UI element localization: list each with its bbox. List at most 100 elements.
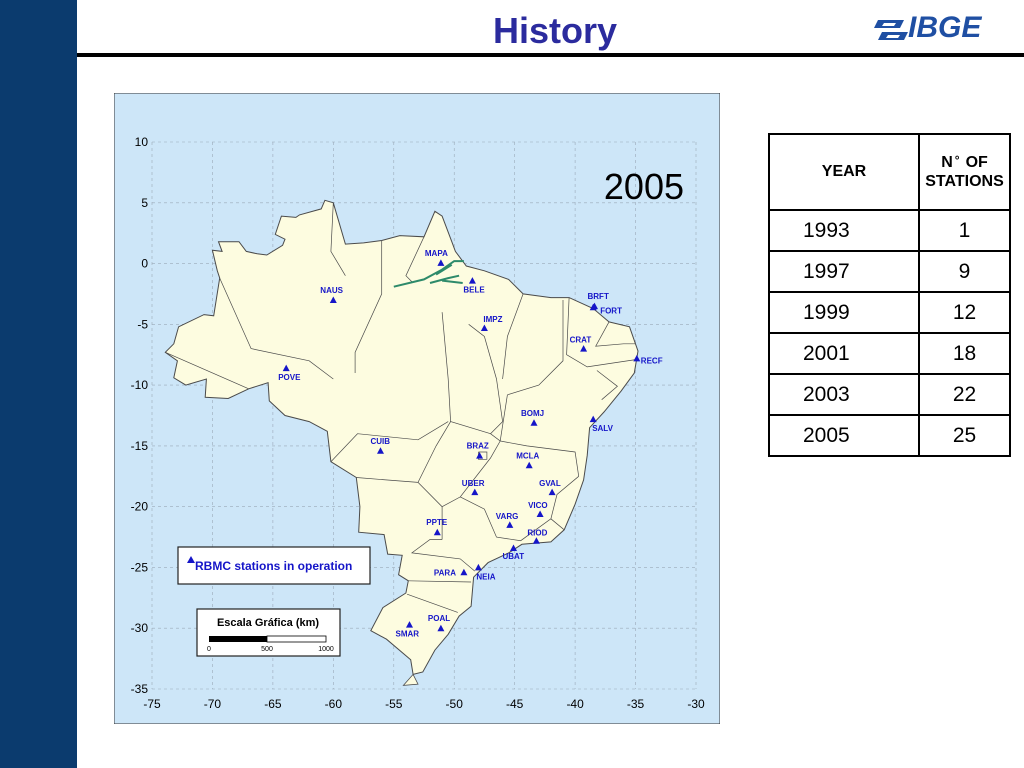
station-marker bbox=[580, 345, 588, 352]
state-border bbox=[468, 324, 503, 434]
station-marker bbox=[474, 563, 482, 571]
y-tick-label: -25 bbox=[131, 560, 149, 574]
station-label: UBAT bbox=[503, 552, 525, 561]
station-label: VICO bbox=[528, 501, 548, 510]
x-tick-label: -75 bbox=[143, 697, 161, 711]
station-label: RIOD bbox=[527, 529, 547, 538]
year-column-header: YEAR bbox=[768, 133, 920, 211]
station-marker bbox=[480, 324, 488, 331]
legend-label: RBMC stations in operation bbox=[195, 559, 352, 573]
station-marker bbox=[406, 621, 413, 628]
y-tick-label: -35 bbox=[131, 682, 149, 696]
station-label: SMAR bbox=[396, 630, 420, 639]
station-label: POAL bbox=[428, 614, 450, 623]
station-marker bbox=[476, 452, 484, 459]
station-label: NEIA bbox=[476, 572, 495, 581]
y-tick-label: 5 bbox=[141, 196, 148, 210]
station-label: FORT bbox=[600, 306, 622, 315]
amazon-rivers bbox=[393, 260, 464, 288]
count-cell: 9 bbox=[918, 250, 1011, 293]
station-label: PPTE bbox=[426, 518, 448, 527]
state-border bbox=[219, 277, 334, 380]
count-cell: 25 bbox=[918, 414, 1011, 457]
x-axis-ticks: -75 -70 -65 -60 -55 -50 -45 -40 -35 -30 bbox=[143, 697, 705, 711]
station-marker bbox=[589, 303, 597, 311]
scale-tick-500: 500 bbox=[261, 646, 273, 653]
header-stations: STATIONS bbox=[925, 173, 1004, 190]
scale-tick-1000: 1000 bbox=[318, 646, 334, 653]
station-marker bbox=[506, 521, 514, 528]
y-tick-label: -15 bbox=[131, 439, 149, 453]
station-label: BELE bbox=[463, 286, 485, 295]
state-border bbox=[441, 312, 451, 422]
state-border bbox=[405, 236, 425, 283]
station-markers: MAPA BELE NAUS BRFT FORT IMPZ CRAT RECF POVE BOMJ… bbox=[278, 249, 662, 639]
station-marker bbox=[525, 461, 533, 469]
station-marker bbox=[510, 544, 517, 551]
state-border bbox=[330, 202, 346, 276]
year-cell: 2005 bbox=[768, 414, 920, 457]
header-n: N bbox=[941, 154, 953, 171]
y-tick-label: 0 bbox=[141, 257, 148, 271]
left-sidebar-band bbox=[0, 0, 77, 768]
x-tick-label: -35 bbox=[627, 697, 645, 711]
river bbox=[441, 279, 463, 284]
state-border bbox=[406, 593, 458, 613]
state-border bbox=[408, 580, 472, 583]
station-marker bbox=[468, 277, 476, 284]
neighbor-land bbox=[402, 673, 419, 686]
x-tick-label: -60 bbox=[325, 697, 343, 711]
state-border bbox=[354, 240, 383, 373]
legend-triangle-icon bbox=[187, 556, 195, 563]
x-tick-label: -50 bbox=[446, 697, 464, 711]
year-cell: 1999 bbox=[768, 291, 920, 334]
y-tick-label: -10 bbox=[131, 378, 149, 392]
year-label: 2005 bbox=[604, 166, 684, 207]
logo-text: IBGE bbox=[908, 11, 982, 44]
x-tick-label: -40 bbox=[566, 697, 584, 711]
station-label: NAUS bbox=[320, 286, 343, 295]
state-border bbox=[356, 477, 443, 540]
y-axis-ticks: 10 5 0 -5 -10 -15 -20 -25 -30 -35 bbox=[131, 135, 149, 696]
state-border bbox=[596, 370, 618, 400]
station-label: SALV bbox=[592, 424, 613, 433]
river bbox=[435, 263, 453, 276]
x-tick-label: -45 bbox=[506, 697, 524, 711]
legend-box: RBMC stations in operation bbox=[177, 546, 371, 585]
table-row: 2005 25 bbox=[768, 414, 1011, 457]
count-cell: 1 bbox=[918, 209, 1011, 252]
y-tick-label: -30 bbox=[131, 621, 149, 635]
x-tick-label: -70 bbox=[204, 697, 222, 711]
y-tick-label: -20 bbox=[131, 500, 149, 514]
station-marker bbox=[329, 296, 337, 303]
year-cell: 2003 bbox=[768, 373, 920, 416]
table-row: 1999 12 bbox=[768, 291, 1011, 334]
ibge-logo-icon bbox=[874, 20, 908, 40]
year-cell: 2001 bbox=[768, 332, 920, 375]
header-of: OF bbox=[965, 154, 988, 171]
station-label: BRAZ bbox=[467, 442, 489, 451]
header-degree: ° bbox=[954, 153, 960, 167]
scale-tick-0: 0 bbox=[207, 646, 211, 653]
y-tick-label: -5 bbox=[137, 317, 148, 331]
stations-per-year-table: YEAR N ° OF STATIONS 1993 1 1997 9 1999 12 20… bbox=[768, 133, 1011, 457]
state-border bbox=[460, 476, 579, 542]
state-border bbox=[566, 297, 636, 368]
stations-column-header: N ° OF STATIONS bbox=[918, 133, 1011, 211]
slide-title: History bbox=[492, 10, 618, 51]
station-marker bbox=[532, 537, 540, 544]
station-label: GVAL bbox=[539, 479, 561, 488]
brazil-landmass bbox=[164, 199, 639, 686]
state-border bbox=[165, 351, 249, 390]
station-label: MAPA bbox=[425, 249, 448, 258]
y-tick-label: 10 bbox=[135, 135, 149, 149]
station-marker bbox=[471, 488, 479, 496]
table-row: 1997 9 bbox=[768, 250, 1011, 293]
year-cell: 1993 bbox=[768, 209, 920, 252]
station-marker bbox=[536, 510, 544, 517]
station-marker bbox=[377, 447, 384, 454]
ibge-logo: IBGE bbox=[872, 11, 1004, 48]
map-svg: -75 -70 -65 -60 -55 -50 -45 -40 -35 -30 10 5 0 -5 -10… bbox=[114, 93, 720, 724]
station-marker bbox=[282, 364, 290, 372]
station-label: BRFT bbox=[588, 292, 609, 301]
